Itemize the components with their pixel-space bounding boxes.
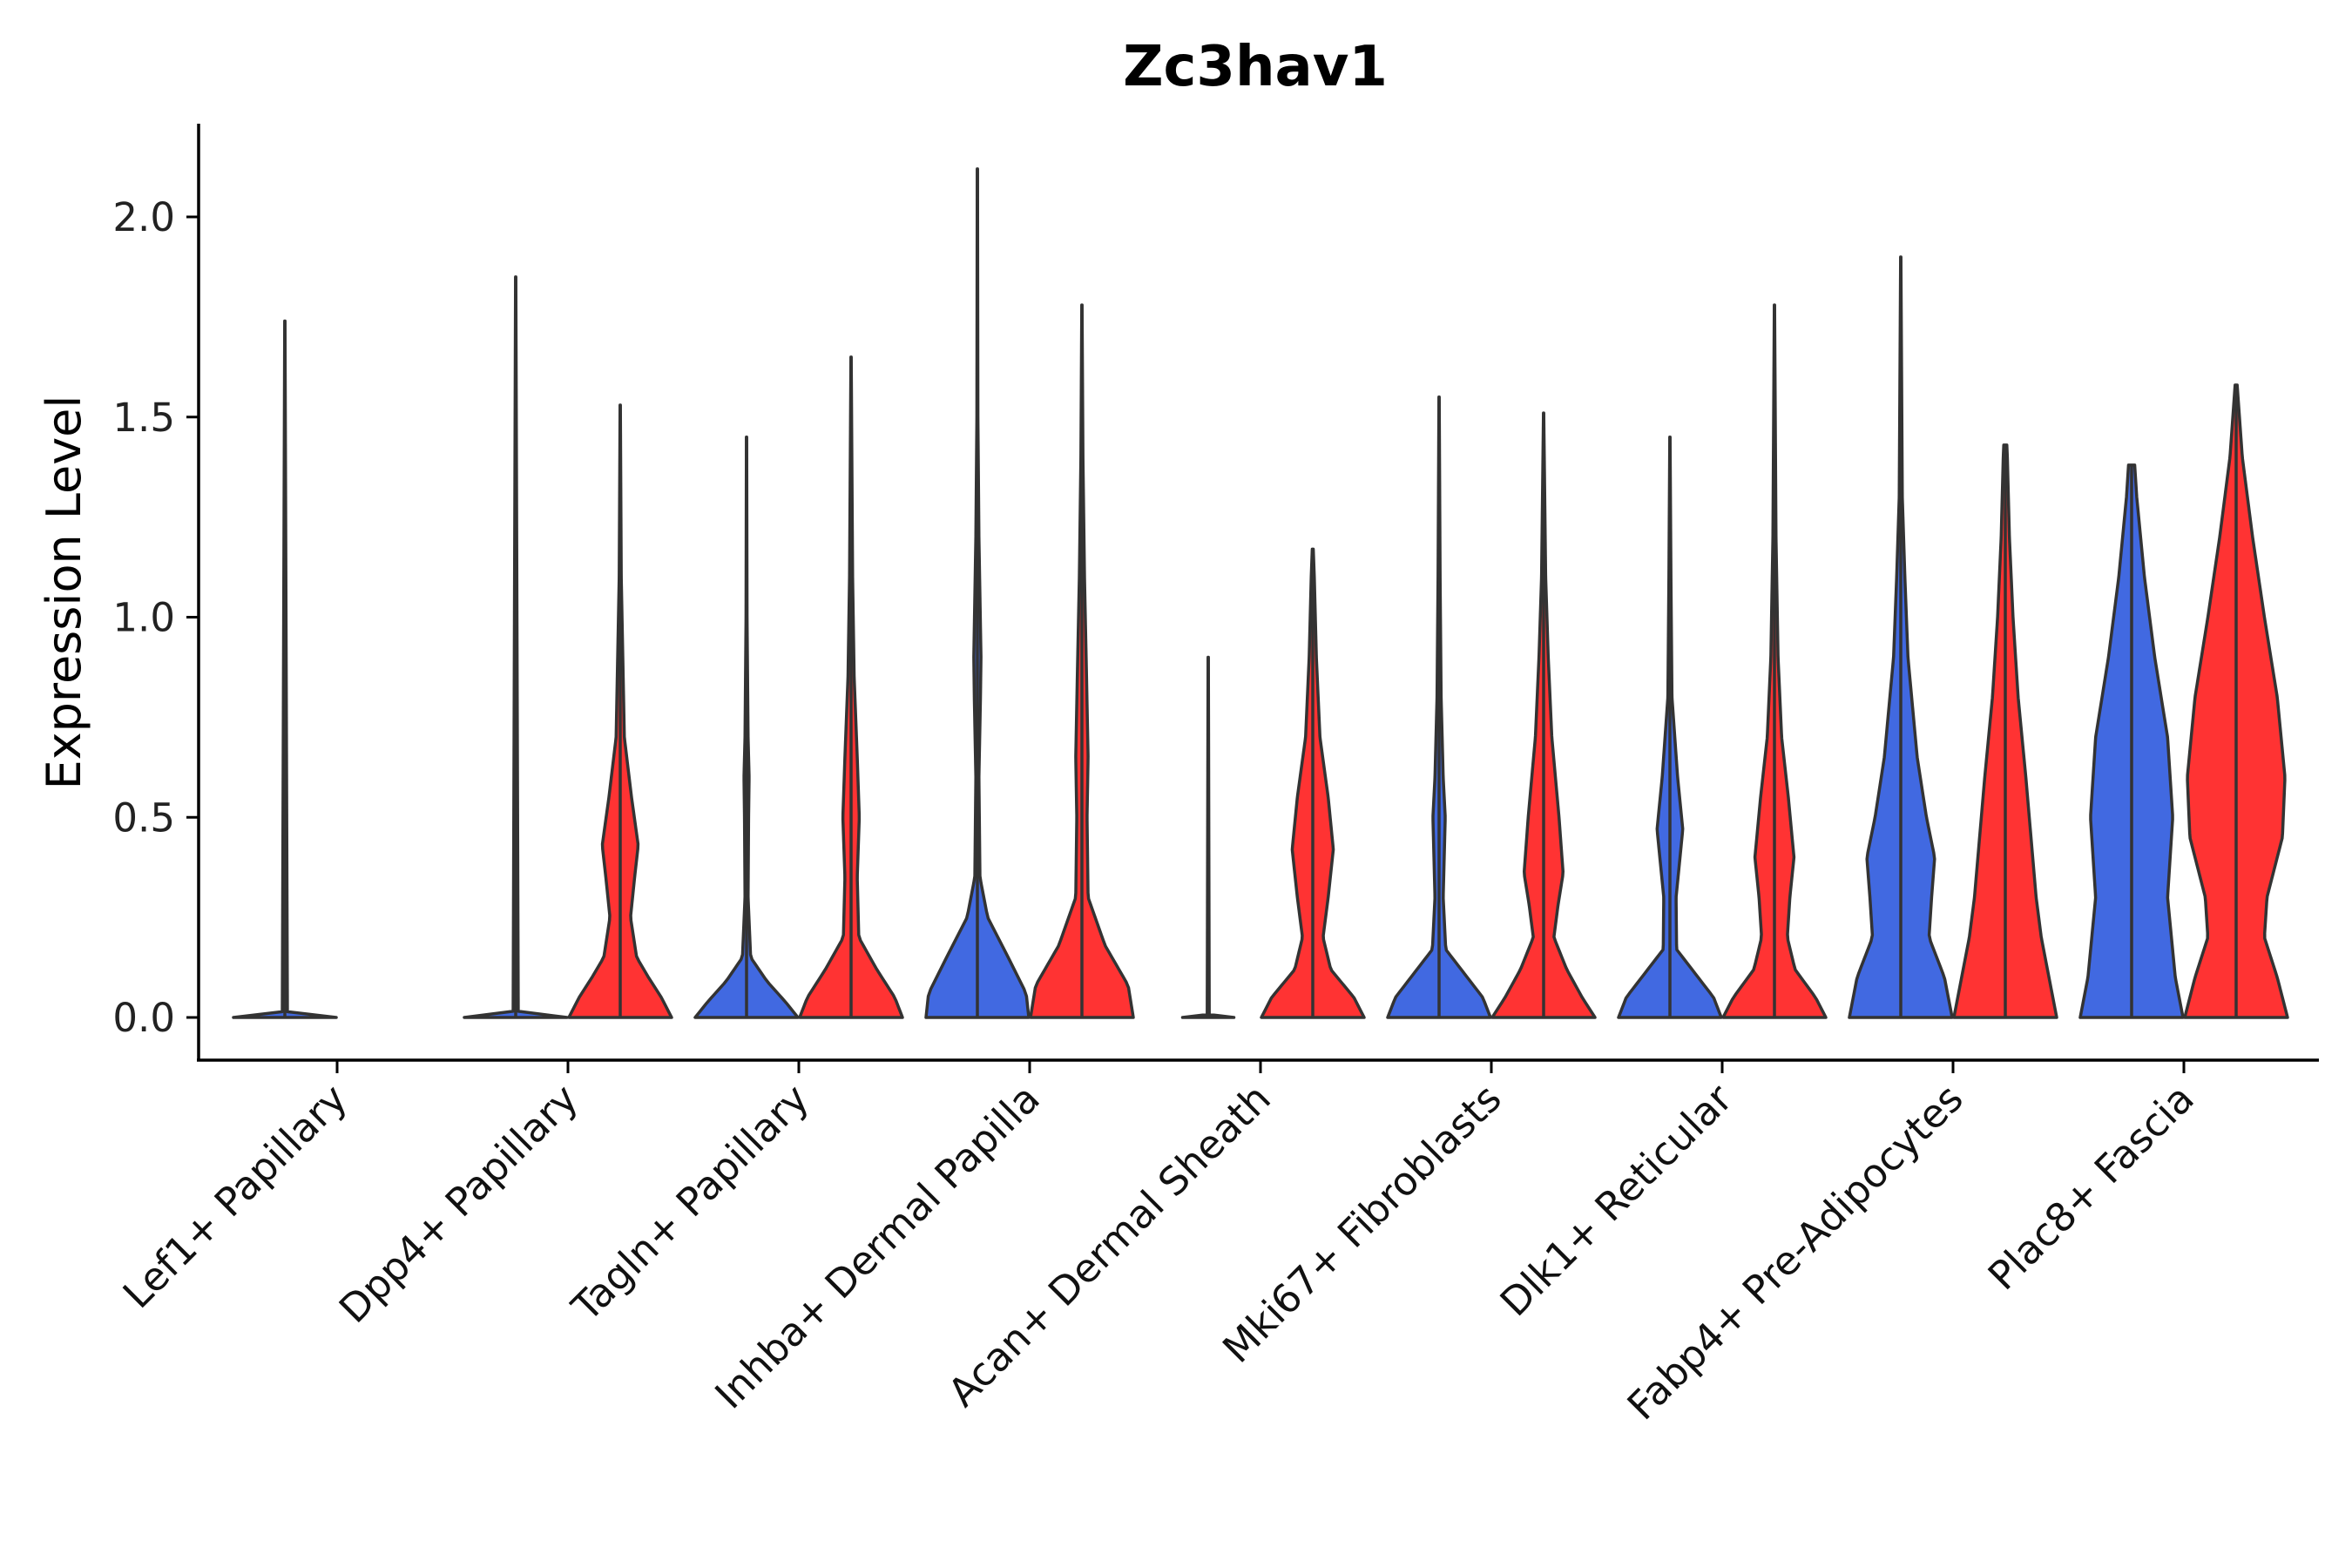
x-tick-label: Lef1+ Papillary	[114, 1075, 356, 1317]
violin-2-4	[1260, 547, 1366, 1019]
y-tick-label: 0.5	[112, 794, 175, 841]
violin-1-2	[693, 435, 800, 1019]
violin-1-8	[2078, 463, 2185, 1019]
chart-title: Zc3hav1	[1123, 35, 1388, 99]
violin-1-7	[1848, 255, 1954, 1019]
y-axis-label: Expression Level	[37, 395, 91, 790]
x-tick-label: Dlk1+ Reticular	[1491, 1075, 1741, 1325]
y-tick-label: 0.0	[112, 995, 175, 1041]
violin-1-5	[1386, 395, 1492, 1019]
violin-2-2	[798, 355, 904, 1019]
x-tick-label: Dpp4+ Papillary	[330, 1075, 587, 1332]
y-tick-label: 1.0	[112, 595, 175, 641]
violin-2-3	[1029, 303, 1135, 1019]
violin-1-1	[463, 275, 569, 1019]
violin-1-4	[1180, 655, 1236, 1019]
violin-2-6	[1721, 303, 1828, 1019]
y-axis-ticks: 0.0 0.5 1.0 1.5 2.0	[112, 194, 199, 1041]
violin-2-5	[1490, 411, 1597, 1019]
x-tick-label: Plac8+ Fascia	[1979, 1075, 2203, 1299]
violin-2-7	[1952, 443, 2058, 1019]
violin-1-0	[232, 319, 338, 1019]
violin-1-6	[1617, 435, 1723, 1019]
violin-2-8	[2183, 383, 2289, 1019]
violin-1-3	[924, 167, 1031, 1019]
y-tick-label: 1.5	[112, 395, 175, 441]
violin-2-1	[567, 403, 673, 1019]
y-tick-label: 2.0	[112, 194, 175, 240]
plot-area	[232, 167, 2289, 1019]
x-tick-label: Tagln+ Papillary	[563, 1075, 818, 1330]
